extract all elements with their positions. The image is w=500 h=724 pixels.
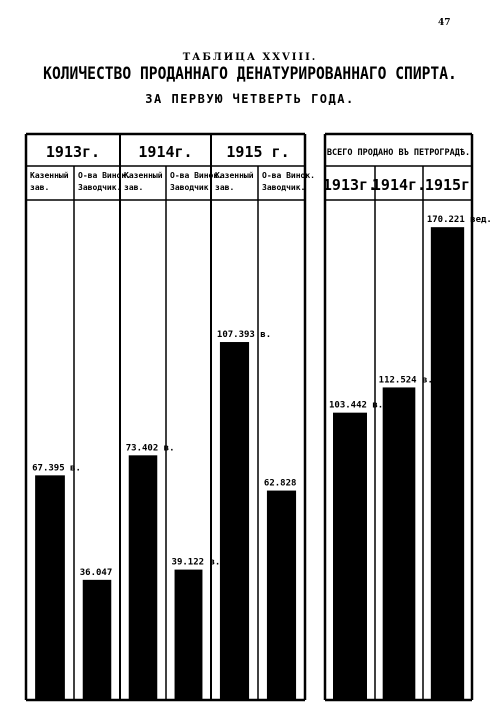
year-header: 1913г. [46,143,100,161]
bar-value-label: 170.221 вед. [427,215,492,225]
bar-value-label: 36.047 [80,568,113,578]
bar [219,342,250,700]
bar [128,455,158,700]
bar-value-label: 73.402 в. [126,443,175,453]
column-subheader: О-ва Винок. [78,171,131,180]
bar-value-label: 39.122 в. [172,558,221,568]
column-subheader: Казенный [124,171,163,180]
column-subheader: зав. [30,183,49,192]
chart-subtitle: ЗА ПЕРВУЮ ЧЕТВЕРТЬ ГОДА. [145,92,355,106]
year-header: 1913г. [323,176,377,194]
bar [35,475,65,700]
bar [266,490,297,700]
bar-value-label: 112.524 в. [379,375,433,385]
bar-value-label: 67.395 в. [32,463,81,473]
totals-header: ВСЕГО ПРОДАНО ВЪ ПЕТРОГРАДѢ. [327,148,470,158]
chart-title: КОЛИЧЕСТВО ПРОДАННАГО ДЕНАТУРИРОВАННАГО … [43,64,457,84]
column-subheader: Заводчик. [170,183,213,192]
column-subheader: Заводчик. [262,183,305,192]
year-header: 1914г. [372,176,426,194]
bar-value-label: 103.442 в. [329,401,383,411]
year-header: 1914г. [138,143,192,161]
column-subheader: зав. [124,183,143,192]
bar-value-label: 107.393 в. [217,330,271,340]
column-subheader: Казенный [215,171,254,180]
column-subheader: зав. [215,183,234,192]
page-number: 47 [438,18,451,28]
column-subheader: О-ва Винок. [170,171,223,180]
bar [333,412,367,700]
bar [430,227,465,701]
column-subheader: Казенный [30,171,69,180]
year-header: 1915г [425,176,470,194]
bar [82,579,112,700]
bar [382,387,416,700]
column-subheader: О-ва Винок. [262,171,315,180]
bar-value-label: 62.828 [264,479,297,489]
year-header: 1915 г. [226,143,289,161]
bar [174,569,203,700]
table-label: ТАБЛИЦА XXVIII. [182,52,318,63]
column-subheader: Заводчик. [78,183,121,192]
